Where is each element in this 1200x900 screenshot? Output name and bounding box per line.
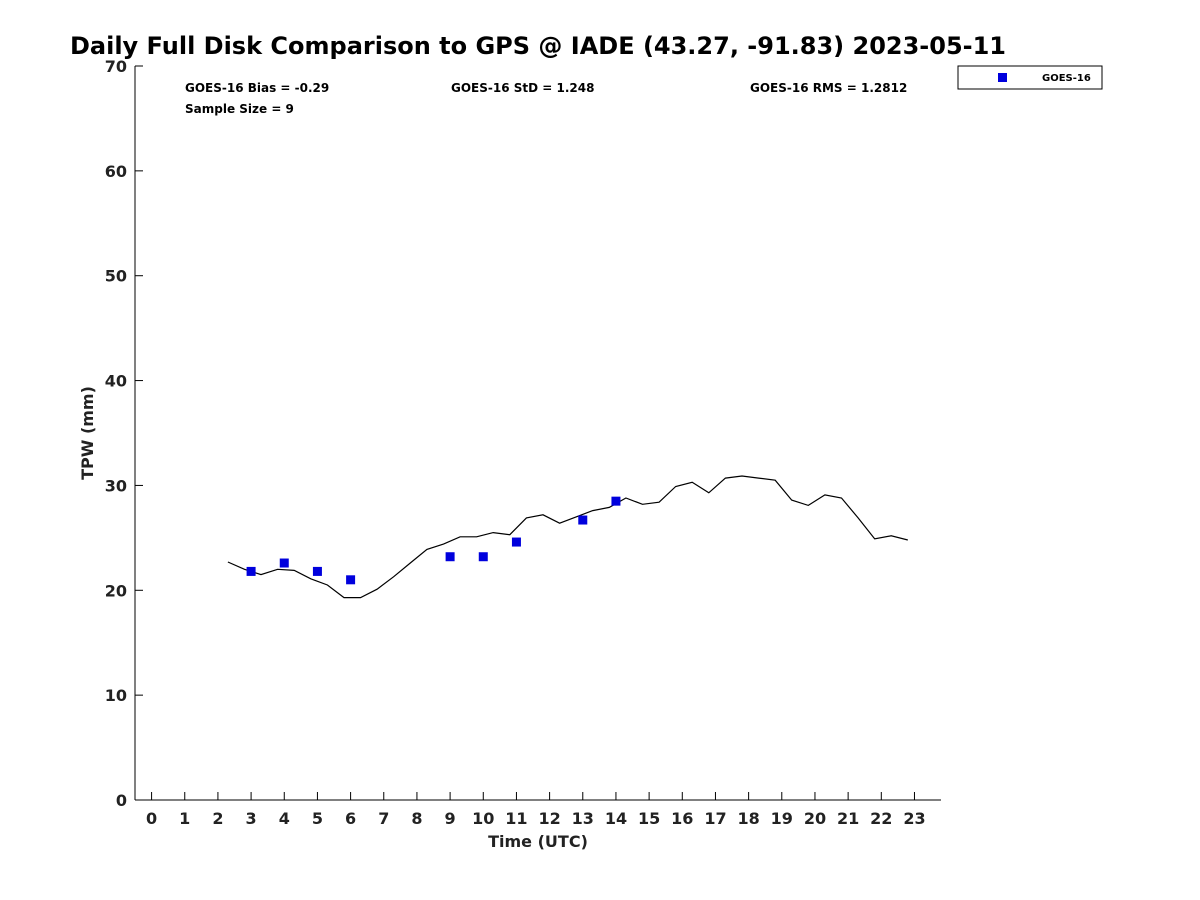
x-tick-label: 20 — [804, 809, 826, 828]
x-axis-label: Time (UTC) — [488, 832, 588, 851]
x-tick-label: 22 — [870, 809, 892, 828]
y-tick-label: 40 — [105, 372, 127, 391]
goes16-data-point — [246, 566, 256, 576]
legend: GOES-16 — [957, 65, 1103, 90]
stat-bias: GOES-16 Bias = -0.29 — [185, 81, 329, 95]
goes16-data-point — [312, 566, 322, 576]
x-tick-label: 0 — [146, 809, 157, 828]
y-tick-label: 10 — [105, 686, 127, 705]
legend-label: GOES-16 — [1042, 73, 1091, 84]
goes16-points-layer — [246, 496, 621, 585]
goes16-data-point — [478, 552, 488, 562]
x-tick-label: 10 — [472, 809, 494, 828]
legend-marker — [998, 73, 1007, 82]
chart-title: Daily Full Disk Comparison to GPS @ IADE… — [70, 32, 1006, 60]
gps-series-line — [227, 475, 908, 599]
x-tick-label: 14 — [605, 809, 627, 828]
x-tick-label: 23 — [903, 809, 925, 828]
goes16-data-point — [279, 558, 289, 568]
x-tick-label: 7 — [378, 809, 389, 828]
x-tick-label: 4 — [279, 809, 290, 828]
x-tick-label: 15 — [638, 809, 660, 828]
x-tick-label: 12 — [538, 809, 560, 828]
x-tick-label: 13 — [572, 809, 594, 828]
y-tick-label: 30 — [105, 476, 127, 495]
stat-sample-size: Sample Size = 9 — [185, 102, 294, 116]
y-tick-label: 20 — [105, 581, 127, 600]
y-ticks: 0 10 20 30 40 50 60 70 — [105, 57, 143, 810]
x-tick-label: 19 — [771, 809, 793, 828]
x-tick-label: 21 — [837, 809, 859, 828]
x-tick-label: 9 — [445, 809, 456, 828]
x-ticks: 0 1 2 3 4 5 6 7 8 9 10 11 12 13 14 15 16 17 18 19 20 21 22 23 — [146, 792, 926, 828]
gps-line-layer — [227, 475, 908, 599]
x-tick-label: 11 — [505, 809, 527, 828]
x-tick-label: 6 — [345, 809, 356, 828]
x-tick-label: 1 — [179, 809, 190, 828]
stats-annotations: GOES-16 Bias = -0.29 GOES-16 StD = 1.248… — [185, 81, 907, 116]
goes16-data-point — [445, 552, 455, 562]
y-axis-label: TPW (mm) — [78, 386, 97, 480]
y-tick-label: 60 — [105, 162, 127, 181]
x-tick-label: 5 — [312, 809, 323, 828]
stat-rms: GOES-16 RMS = 1.2812 — [750, 81, 907, 95]
x-tick-label: 3 — [246, 809, 257, 828]
goes16-data-point — [578, 515, 588, 525]
x-tick-label: 16 — [671, 809, 693, 828]
stat-std: GOES-16 StD = 1.248 — [451, 81, 594, 95]
goes16-data-point — [511, 537, 521, 547]
y-tick-label: 0 — [116, 791, 127, 810]
x-tick-label: 18 — [737, 809, 759, 828]
goes16-data-point — [611, 496, 621, 506]
legend-box — [957, 65, 1103, 90]
goes16-data-point — [346, 575, 356, 585]
x-tick-label: 8 — [411, 809, 422, 828]
y-tick-label: 70 — [105, 57, 127, 76]
x-tick-label: 17 — [704, 809, 726, 828]
x-tick-label: 2 — [212, 809, 223, 828]
y-tick-label: 50 — [105, 267, 127, 286]
